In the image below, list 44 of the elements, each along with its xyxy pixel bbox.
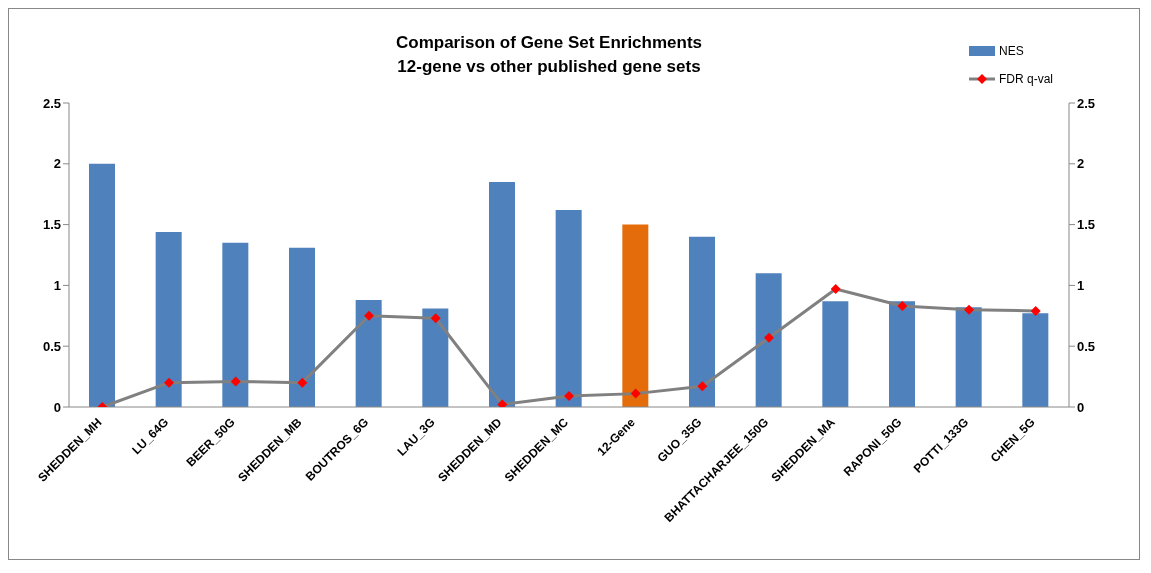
y-tick-label: 1.5 bbox=[42, 217, 61, 233]
bar bbox=[755, 273, 782, 407]
point bbox=[497, 399, 508, 407]
bar bbox=[222, 242, 249, 407]
bar bbox=[489, 182, 515, 407]
point bbox=[430, 313, 441, 324]
point bbox=[297, 377, 308, 388]
point bbox=[364, 310, 374, 321]
point bbox=[697, 381, 708, 392]
chart-title: Comparison of Gene Set Enrichments 12-gene vs other published gene sets bbox=[395, 33, 703, 76]
legend-label: FDR q-val bbox=[999, 72, 1054, 86]
y-tick-label: 2 bbox=[53, 156, 61, 172]
point bbox=[630, 388, 641, 399]
y-tick-label: 2.5 bbox=[42, 95, 61, 111]
bar bbox=[289, 247, 315, 407]
point bbox=[164, 377, 174, 388]
point bbox=[897, 301, 908, 312]
bar bbox=[955, 307, 982, 407]
point bbox=[830, 284, 841, 295]
bar bbox=[355, 299, 382, 407]
point bbox=[1030, 305, 1041, 316]
y-tick-label: 0.5 bbox=[42, 338, 61, 354]
y2-tick-label: 2 bbox=[1077, 156, 1085, 172]
y-tick-label: 1 bbox=[53, 278, 61, 294]
bar bbox=[555, 210, 582, 407]
bar bbox=[889, 301, 915, 407]
y2-tick-label: 1 bbox=[1077, 278, 1085, 294]
y-tick-label: 0 bbox=[53, 399, 61, 415]
point bbox=[564, 391, 574, 402]
y2-tick-label: 1.5 bbox=[1077, 217, 1096, 233]
bar bbox=[822, 301, 849, 407]
bar bbox=[89, 163, 115, 407]
legend-label: NES bbox=[999, 44, 1024, 58]
point bbox=[230, 376, 241, 387]
bar bbox=[422, 308, 449, 407]
bar bbox=[1022, 313, 1049, 407]
y2-tick-label: 2.5 bbox=[1077, 95, 1096, 111]
point bbox=[964, 304, 974, 315]
bar bbox=[689, 236, 715, 407]
bar bbox=[622, 224, 649, 407]
y2-tick-label: 0 bbox=[1077, 399, 1085, 415]
y2-tick-label: 0.5 bbox=[1077, 338, 1096, 354]
point bbox=[764, 332, 774, 343]
bar bbox=[155, 231, 182, 407]
